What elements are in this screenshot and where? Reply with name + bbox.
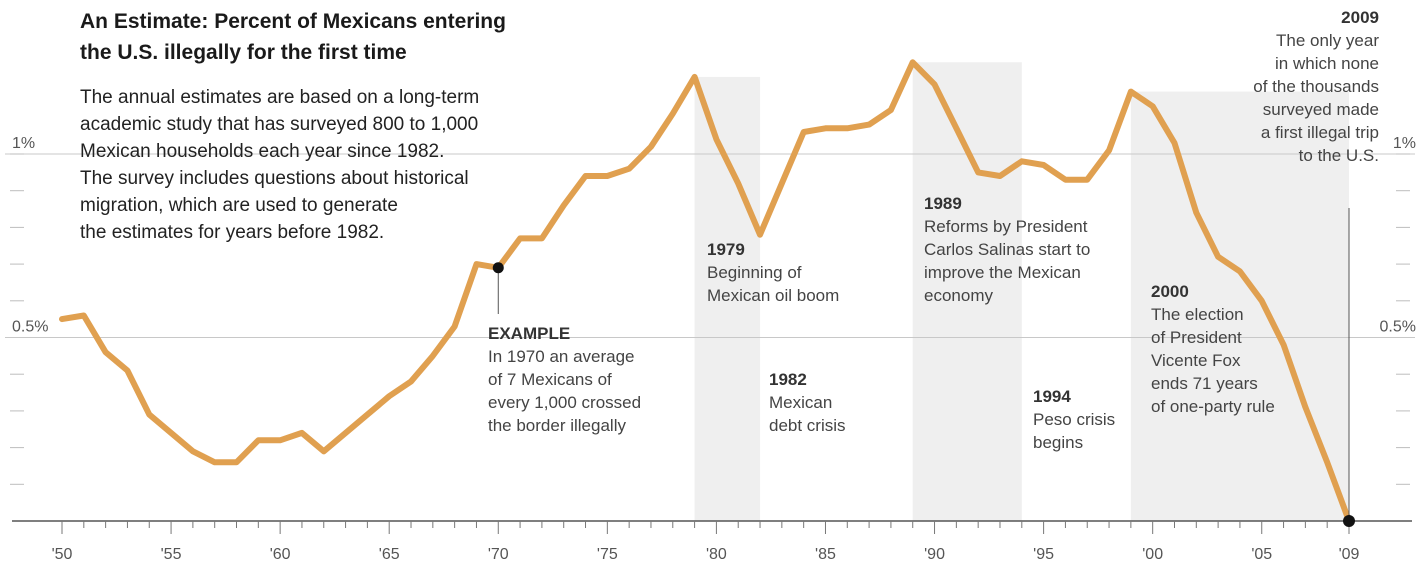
annotation-heading: 1979 bbox=[707, 240, 745, 259]
annotation-line: Reforms by President bbox=[924, 217, 1088, 236]
x-tick-label: '05 bbox=[1251, 546, 1272, 563]
annotation-line: In 1970 an average bbox=[488, 347, 635, 366]
annotation-line: of the thousands bbox=[1253, 77, 1379, 96]
annotation-line: to the U.S. bbox=[1298, 146, 1379, 165]
annotation-line: Beginning of bbox=[707, 263, 802, 282]
shaded-period bbox=[694, 76, 761, 522]
x-tick-label: '90 bbox=[924, 546, 945, 563]
annotation-2000: 2000 The election of President Vicente F… bbox=[1151, 280, 1275, 418]
x-tick-label: '65 bbox=[379, 546, 400, 563]
annotation-line: Mexican bbox=[769, 393, 833, 412]
annotation-heading: 2009 bbox=[1341, 8, 1379, 27]
end-point-2009 bbox=[1343, 515, 1355, 527]
annotation-1989: 1989 Reforms by President Carlos Salinas… bbox=[924, 192, 1090, 307]
annotation-line: improve the Mexican bbox=[924, 263, 1081, 282]
y-tick-label: 0.5% bbox=[12, 319, 48, 336]
x-tick-label: '70 bbox=[488, 546, 509, 563]
description-line: The survey includes questions about hist… bbox=[80, 168, 469, 189]
annotation-line: the border illegally bbox=[488, 416, 626, 435]
series-line bbox=[59, 59, 1352, 524]
annotation-line: a first illegal trip bbox=[1260, 123, 1379, 142]
annotation-line: Mexican oil boom bbox=[707, 286, 840, 305]
annotation-1982: 1982 Mexican debt crisis bbox=[769, 368, 846, 437]
x-tick-label: '00 bbox=[1142, 546, 1163, 563]
x-tick-label: '80 bbox=[706, 546, 727, 563]
annotation-line: ends 71 years bbox=[1151, 374, 1258, 393]
annotation-line: surveyed made bbox=[1262, 100, 1379, 119]
annotation-line: debt crisis bbox=[769, 416, 846, 435]
annotation-line: Peso crisis bbox=[1033, 410, 1116, 429]
annotation-heading: 2000 bbox=[1151, 282, 1189, 301]
annotation-example: EXAMPLE In 1970 an average of 7 Mexicans… bbox=[488, 322, 641, 437]
x-tick-label: '85 bbox=[815, 546, 836, 563]
y-tick-label: 1% bbox=[12, 135, 35, 152]
shaded-period bbox=[912, 62, 1022, 521]
shaded-periods bbox=[694, 62, 1349, 522]
x-tick-label: '75 bbox=[597, 546, 618, 563]
chart-title-line-1: An Estimate: Percent of Mexicans enterin… bbox=[80, 10, 506, 33]
x-tick-label: '95 bbox=[1033, 546, 1054, 563]
description-line: academic study that has surveyed 800 to … bbox=[80, 114, 479, 135]
description-line: Mexican households each year since 1982. bbox=[80, 141, 445, 162]
annotation-line: in which none bbox=[1275, 54, 1379, 73]
annotation-1979: 1979 Beginning of Mexican oil boom bbox=[707, 238, 839, 307]
y-tick-label-right: 1% bbox=[1393, 135, 1416, 152]
shaded-period bbox=[1130, 91, 1349, 522]
annotation-line: economy bbox=[924, 286, 993, 305]
annotation-2009: 2009 The only year in which none of the … bbox=[1253, 6, 1379, 167]
annotation-line: Vicente Fox bbox=[1151, 351, 1241, 370]
x-axis: '50 '55 '60 '65 '70 '75 '80 '85 '90 '95 '00 '05 '09 bbox=[12, 520, 1412, 563]
chart-title: An Estimate: Percent of Mexicans enterin… bbox=[80, 6, 580, 68]
annotation-line: The election bbox=[1151, 305, 1244, 324]
annotation-line: The only year bbox=[1276, 31, 1379, 50]
annotation-1994: 1994 Peso crisis begins bbox=[1033, 385, 1115, 454]
example-point bbox=[492, 262, 504, 274]
annotation-heading: EXAMPLE bbox=[488, 324, 571, 343]
description-line: The annual estimates are based on a long… bbox=[80, 87, 480, 108]
x-tick-label: '55 bbox=[161, 546, 182, 563]
annotation-line: of President bbox=[1151, 328, 1242, 347]
y-axis: 0.5% 0.5% 1% 1% bbox=[10, 135, 1416, 485]
annotation-heading: 1994 bbox=[1033, 387, 1071, 406]
annotation-line: begins bbox=[1033, 433, 1084, 452]
annotation-line: every 1,000 crossed bbox=[488, 393, 642, 412]
y-tick-label-right: 0.5% bbox=[1380, 319, 1416, 336]
annotation-line: of one-party rule bbox=[1151, 397, 1275, 416]
chart-title-line-2: the U.S. illegally for the first time bbox=[80, 41, 407, 64]
chart-description: The annual estimates are based on a long… bbox=[80, 84, 540, 246]
annotation-line: Carlos Salinas start to bbox=[924, 240, 1091, 259]
description-line: the estimates for years before 1982. bbox=[80, 222, 385, 243]
description-line: migration, which are used to generate bbox=[80, 195, 398, 216]
x-tick-label: '60 bbox=[270, 546, 291, 563]
annotation-line: of 7 Mexicans of bbox=[488, 370, 612, 389]
x-tick-label: '09 bbox=[1339, 546, 1360, 563]
annotation-heading: 1982 bbox=[769, 370, 807, 389]
series-group bbox=[59, 59, 1352, 524]
annotation-heading: 1989 bbox=[924, 194, 962, 213]
highlight-points bbox=[492, 208, 1355, 527]
x-tick-label: '50 bbox=[52, 546, 73, 563]
